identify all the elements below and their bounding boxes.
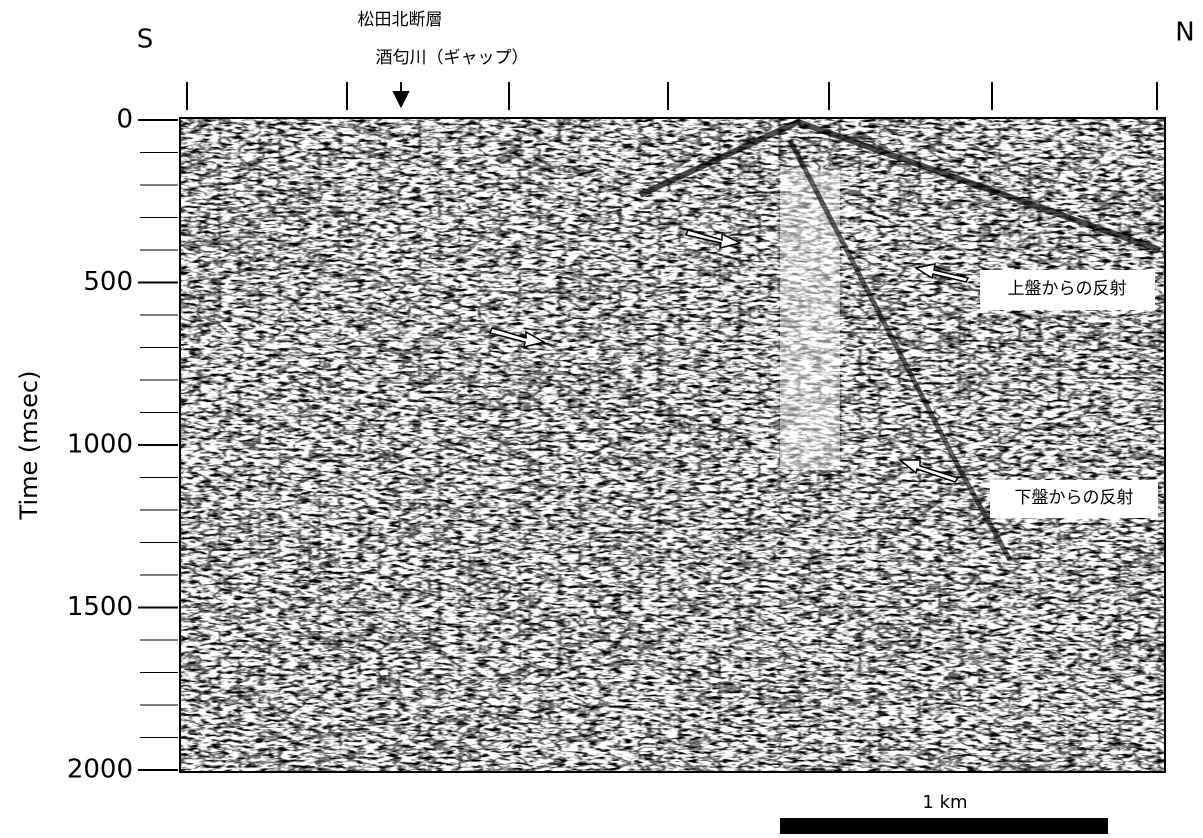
right-label: N xyxy=(1175,18,1194,48)
fault-arrow xyxy=(394,82,408,106)
y-tick-label: 500 xyxy=(83,267,133,297)
y-tick-label: 1000 xyxy=(67,430,133,460)
y-tick-label: 2000 xyxy=(67,755,133,785)
y-tick-label: 1500 xyxy=(67,592,133,622)
annotation: 酒匂川（ギャップ） xyxy=(376,48,529,68)
scale-bar xyxy=(780,818,1108,834)
top-ticks xyxy=(187,82,1157,110)
scale-label: 1 km xyxy=(922,792,967,813)
annotation: 上盤からの反射 xyxy=(1008,279,1127,299)
y-axis-label: Time (msec) xyxy=(15,371,43,521)
y-tick-label: 0 xyxy=(116,105,133,135)
annotation: 松田北断層 xyxy=(358,10,443,30)
figure: S N 松田北断層 酒匂川（ギャップ） 上盤からの反射 下盤からの反射 Time… xyxy=(0,0,1203,834)
seismic-image xyxy=(180,118,1165,772)
left-label: S xyxy=(137,25,154,55)
annotation: 下盤からの反射 xyxy=(1015,488,1134,508)
